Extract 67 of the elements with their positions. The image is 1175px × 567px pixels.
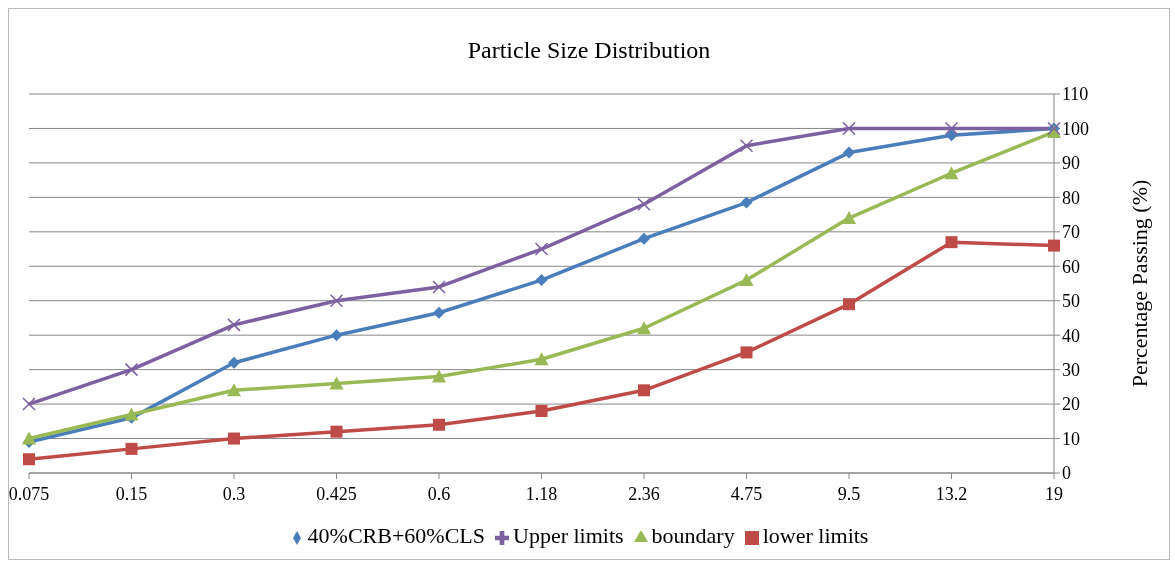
y-tick-label: 60 [1062,256,1080,277]
legend-label: Upper limits [513,523,624,548]
point [535,274,548,287]
y-tick-label: 110 [1062,84,1089,105]
point [843,146,855,159]
point [330,329,343,342]
point [945,236,958,249]
y-tick-label: 30 [1062,360,1080,381]
x-tick-label: 0.075 [8,483,50,504]
point [843,298,855,311]
x-tick-label: 2.36 [628,483,660,504]
point [534,242,549,256]
y-tick-label: 80 [1062,187,1080,208]
point [23,453,35,466]
point [944,121,959,136]
point [432,280,446,294]
point [638,232,650,245]
point [124,407,139,421]
point [433,306,445,319]
point [535,404,548,417]
point [227,318,241,332]
point [329,293,344,308]
x-tick-label: 0.6 [427,483,451,504]
point [739,273,754,287]
y-tick-label: 50 [1062,291,1080,312]
chart-title: Particle Size Distribution [466,37,712,64]
point [228,356,240,369]
legend-label: lower limits [762,523,869,548]
point [637,321,651,335]
y-tick-label: 10 [1062,428,1080,449]
x-tick-label: 1.18 [525,483,558,504]
y-tick-label: 20 [1062,394,1080,415]
x-tick-label: 4.75 [730,483,763,504]
point [637,197,651,211]
point [740,346,753,359]
y-tick-label: 90 [1062,153,1080,174]
point [228,432,240,445]
point [329,376,344,390]
point [740,196,753,209]
legend-label: 40%CRB+60%CLS [307,523,485,548]
point [638,384,650,397]
point [842,121,856,136]
x-tick-label: 13.2 [935,483,968,504]
x-tick-label: 0.3 [222,483,246,504]
y-tick-label: 40 [1062,325,1080,346]
point [534,352,549,366]
x-tick-label: 0.15 [115,483,148,504]
x-tick-label: 0.425 [316,483,357,504]
point [124,362,139,377]
point [227,383,241,397]
point [944,166,959,180]
y-tick-label: 70 [1062,222,1080,243]
point [125,442,138,455]
point [432,369,446,383]
x-tick-label: 19 [1045,483,1063,504]
y-tick-label: 100 [1062,118,1089,139]
point [1048,239,1060,252]
point [842,211,856,225]
legend-label: boundary [651,523,735,548]
point [22,431,36,445]
point [739,138,754,153]
x-tick-label: 9.5 [837,483,861,504]
y-tick-label: 0 [1062,463,1071,484]
point [433,418,445,431]
point [22,397,36,411]
y-axis-title: Percentage Passing (%) [1126,179,1152,388]
point [330,425,343,438]
